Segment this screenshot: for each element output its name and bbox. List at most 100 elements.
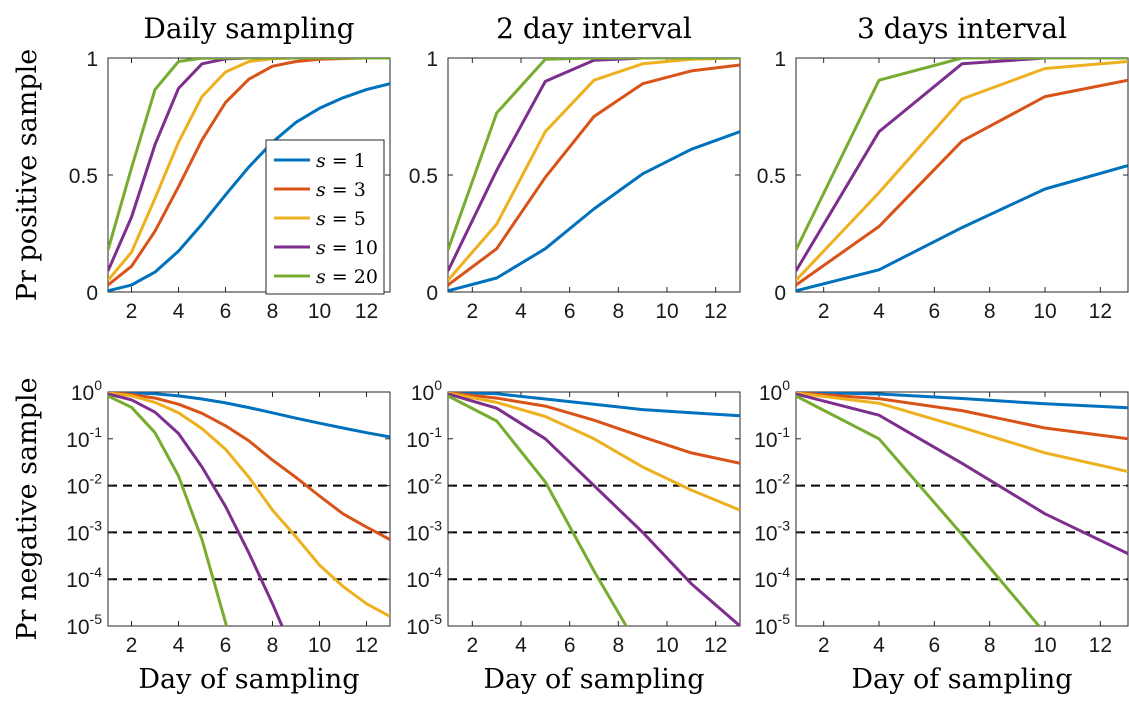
chart-5-x-tick-label-3: 6 xyxy=(564,634,576,657)
chart-5-y-tick-label-6: 100 xyxy=(411,377,442,405)
chart-3-x-tick-label-2: 4 xyxy=(873,300,885,323)
chart-4-x-tick-label-6: 12 xyxy=(355,634,378,657)
chart-3-y-tick-label-1: 0 xyxy=(774,282,786,305)
chart-1-legend-entry-3: s = 5 xyxy=(316,208,366,230)
chart-5-series-4-line xyxy=(448,392,740,626)
chart-2-y-tick-label-2: 0.5 xyxy=(409,165,438,188)
chart-4-series-3-line xyxy=(108,392,390,618)
chart-6-y-tick-label-1: 10-5 xyxy=(754,611,790,639)
chart-1-series-4-line xyxy=(108,58,390,272)
chart-2-x-tick-label-3: 6 xyxy=(564,300,576,323)
chart-5-x-tick-label-1: 2 xyxy=(466,634,478,657)
chart-6: 2 4 6 8 10 12 10-5 10-4 10-3 10-2 10-1 100 Day of sa… xyxy=(754,377,1129,695)
chart-1-y-axis-label: Pr positive sample xyxy=(12,49,43,301)
chart-2-series-3-line xyxy=(448,58,740,282)
chart-3-axes-box xyxy=(795,57,1129,293)
chart-2-x-tick-label-5: 10 xyxy=(655,300,678,323)
chart-1-legend-entry-4: s = 10 xyxy=(316,237,378,259)
chart-1-x-tick-label-4: 8 xyxy=(267,300,279,323)
chart-3-series-3-line xyxy=(796,60,1128,282)
chart-2-x-tick-label-2: 4 xyxy=(515,300,527,323)
chart-4-y-tick-label-2: 10-4 xyxy=(66,564,102,592)
chart-5-series-group xyxy=(448,392,740,626)
chart-5-series-1-line xyxy=(448,392,740,418)
chart-2-x-tick-label-1: 2 xyxy=(466,300,478,323)
chart-4-x-tick-label-3: 6 xyxy=(220,634,232,657)
chart-1-x-tick-label-3: 6 xyxy=(220,300,232,323)
chart-1-series-1-line xyxy=(108,82,390,292)
chart-1-x-tick-label-5: 10 xyxy=(308,300,331,323)
chart-6-y-tick-label-3: 10-3 xyxy=(754,517,790,545)
chart-2-y-tick-label-1: 0 xyxy=(426,282,438,305)
chart-3-series-4-line xyxy=(796,58,1128,272)
chart-2-series-2-line xyxy=(448,63,740,287)
chart-2-series-5-line xyxy=(448,58,740,251)
chart-5-x-tick-label-4: 8 xyxy=(612,634,624,657)
chart-1-y-tick-label-3: 1 xyxy=(86,48,98,71)
chart-3-y-tick-label-2: 0.5 xyxy=(757,165,786,188)
chart-4-series-2-line xyxy=(108,392,390,541)
chart-1-title: Daily sampling xyxy=(143,12,354,45)
chart-6-x-tick-label-1: 2 xyxy=(818,634,830,657)
chart-4-series-group xyxy=(108,392,390,626)
chart-4-y-tick-label-6: 100 xyxy=(71,377,102,405)
chart-4: 2 4 6 8 10 12 10-5 10-4 10-3 10-2 10-1 100 Pr negati… xyxy=(12,377,391,695)
chart-5-y-tick-label-4: 10-2 xyxy=(406,471,442,499)
chart-5-x-tick-label-2: 4 xyxy=(515,634,527,657)
chart-5-series-5-line xyxy=(448,394,628,626)
chart-4-y-tick-label-4: 10-2 xyxy=(66,471,102,499)
chart-3-title: 3 days interval xyxy=(857,12,1067,45)
chart-4-x-tick-label-4: 8 xyxy=(267,634,279,657)
chart-4-y-axis-label: Pr negative sample xyxy=(12,377,43,640)
chart-5-y-tick-label-2: 10-4 xyxy=(406,564,442,592)
chart-1-x-tick-label-1: 2 xyxy=(126,300,138,323)
chart-6-axes-box xyxy=(795,391,1129,627)
chart-6-x-tick-label-2: 4 xyxy=(873,634,885,657)
chart-4-x-axis-label: Day of sampling xyxy=(138,664,359,695)
chart-3-series-group xyxy=(796,58,1128,292)
chart-4-y-tick-label-1: 10-5 xyxy=(66,611,102,639)
chart-4-x-tick-label-5: 10 xyxy=(308,634,331,657)
chart-5-series-2-line xyxy=(448,392,740,465)
chart-2-x-tick-label-4: 8 xyxy=(612,300,624,323)
chart-1-legend: s = 1 s = 3 s = 5 s = 10 s = 20 xyxy=(265,139,385,295)
chart-3-series-1-line xyxy=(796,164,1128,292)
chart-1-series-group xyxy=(108,58,390,292)
chart-6-series-1-line xyxy=(796,392,1128,410)
chart-3-x-tick-label-5: 10 xyxy=(1033,300,1056,323)
chart-4-axes-box xyxy=(107,391,391,627)
chart-2-title: 2 day interval xyxy=(496,12,692,45)
chart-2-series-group xyxy=(448,58,740,292)
chart-3-y-tick-label-3: 1 xyxy=(774,48,786,71)
chart-1-series-3-line xyxy=(108,58,390,282)
chart-3-series-5-line xyxy=(796,58,1128,251)
chart-4-x-tick-label-2: 4 xyxy=(173,634,185,657)
chart-1-legend-entry-1: s = 1 xyxy=(316,150,366,172)
chart-6-series-4-line xyxy=(796,392,1128,556)
chart-1: 2 4 6 8 10 12 0 0.5 1 Daily sampling Pr positive s… xyxy=(12,12,391,323)
chart-4-series-5-line xyxy=(108,394,229,626)
chart-5-series-3-line xyxy=(448,392,740,512)
chart-1-legend-entry-5: s = 20 xyxy=(316,266,378,288)
chart-1-x-tick-label-6: 12 xyxy=(355,300,378,323)
chart-2-series-4-line xyxy=(448,58,740,272)
chart-1-series-5-line xyxy=(108,58,390,251)
chart-6-x-tick-label-3: 6 xyxy=(928,634,940,657)
chart-1-y-tick-label-2: 0.5 xyxy=(69,165,98,188)
chart-6-y-tick-label-4: 10-2 xyxy=(754,471,790,499)
chart-4-y-tick-label-5: 10-1 xyxy=(66,424,102,452)
chart-5-axes-box xyxy=(447,391,741,627)
chart-4-x-tick-label-1: 2 xyxy=(126,634,138,657)
chart-6-y-tick-label-6: 100 xyxy=(759,377,790,405)
chart-6-series-2-line xyxy=(796,392,1128,441)
chart-1-y-tick-label-1: 0 xyxy=(86,282,98,305)
chart-1-x-tick-label-2: 4 xyxy=(173,300,185,323)
chart-5-y-tick-label-3: 10-3 xyxy=(406,517,442,545)
chart-6-x-tick-label-5: 10 xyxy=(1033,634,1056,657)
chart-6-series-group xyxy=(796,392,1128,626)
chart-3-x-tick-label-3: 6 xyxy=(928,300,940,323)
chart-5-y-tick-label-5: 10-1 xyxy=(406,424,442,452)
chart-5-y-tick-label-1: 10-5 xyxy=(406,611,442,639)
chart-6-y-tick-label-5: 10-1 xyxy=(754,424,790,452)
chart-5-x-tick-label-5: 10 xyxy=(655,634,678,657)
